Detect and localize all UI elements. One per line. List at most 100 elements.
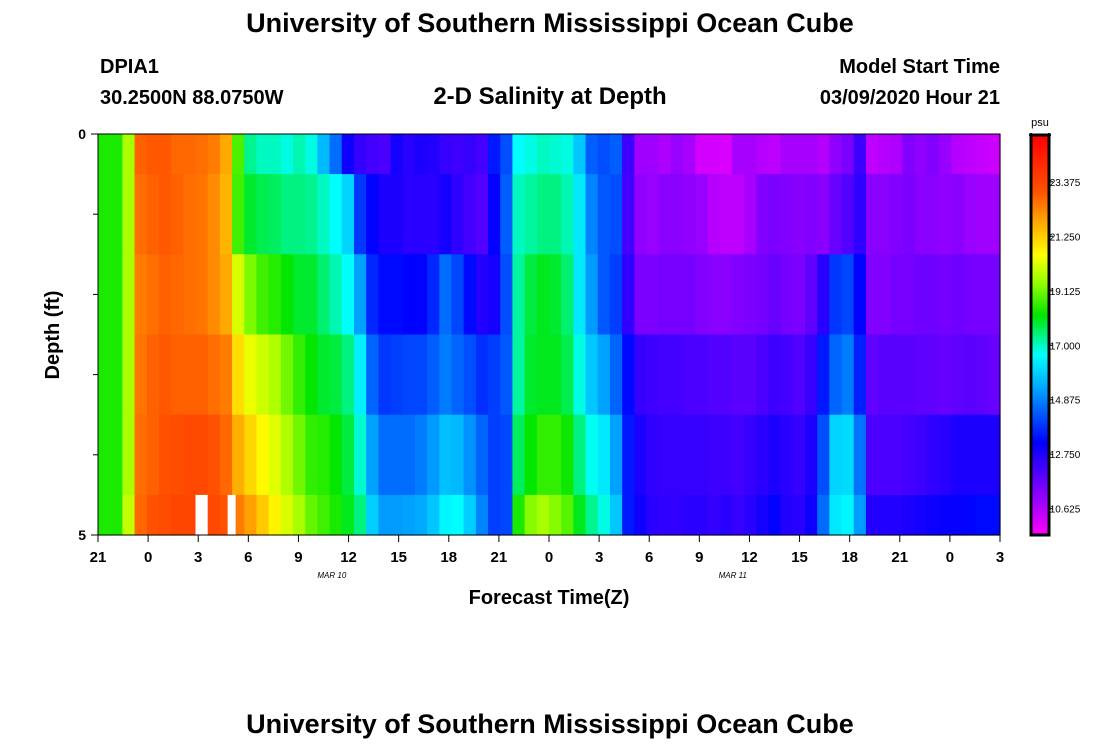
heatmap-cell [841, 334, 855, 416]
heatmap-cell [305, 414, 319, 496]
heatmap-cell [366, 254, 379, 336]
heatmap-cell [634, 134, 648, 175]
heatmap-cell [378, 254, 392, 336]
heatmap-cell [817, 134, 830, 175]
heatmap-cell [378, 494, 392, 536]
heatmap-cell [792, 414, 806, 496]
heatmap-cell [951, 134, 965, 175]
heatmap-cell [549, 414, 562, 496]
heatmap-cell [134, 254, 148, 336]
heatmap-cell [110, 334, 123, 416]
heatmap-cell [939, 174, 952, 255]
heatmap-cell [171, 174, 184, 255]
heatmap-cell [463, 414, 477, 496]
heatmap-cell [134, 414, 148, 496]
x-tick-label: 12 [340, 549, 357, 566]
heatmap-cell [597, 174, 611, 255]
heatmap-cell [536, 414, 550, 496]
heatmap-cell [853, 174, 867, 255]
heatmap-cell [268, 494, 282, 536]
heatmap-cell [731, 414, 745, 496]
heatmap-cell [414, 334, 428, 416]
heatmap-cell [865, 174, 879, 255]
heatmap-cell [171, 134, 184, 175]
heatmap-cell [268, 134, 282, 175]
heatmap-cell [256, 494, 270, 536]
heatmap-cell [256, 134, 270, 175]
heatmap-cell [183, 494, 197, 536]
heatmap-cell [780, 134, 794, 175]
heatmap-cell [366, 334, 379, 416]
heatmap-cell [183, 174, 197, 255]
heatmap-cell [158, 134, 172, 175]
heatmap-cell [890, 134, 904, 175]
heatmap-cell [378, 414, 392, 496]
heatmap-cell [219, 254, 233, 336]
heatmap-cell [878, 414, 891, 496]
x-tick-label: 21 [491, 549, 508, 566]
heatmap-cell [329, 414, 343, 496]
heatmap-cell [195, 254, 209, 336]
heatmap-cell [475, 174, 489, 255]
heatmap-cell [256, 414, 270, 496]
heatmap-cell [98, 174, 111, 255]
heatmap-cell [219, 414, 233, 496]
heatmap-cell [536, 174, 550, 255]
heatmap-cell [110, 174, 123, 255]
heatmap-cell [902, 414, 916, 496]
heatmap-cell [658, 254, 672, 336]
heatmap-cell [670, 334, 684, 416]
heatmap-cell [122, 494, 136, 536]
heatmap-cell [524, 254, 538, 336]
heatmap-cell [98, 494, 111, 536]
heatmap-cell [317, 254, 331, 336]
heatmap-cell [865, 414, 879, 496]
heatmap-cell [914, 494, 928, 536]
heatmap-cell [207, 334, 221, 416]
heatmap-cell [878, 254, 891, 336]
heatmap-cell [768, 414, 782, 496]
heatmap-cell [427, 254, 440, 336]
heatmap-cell [585, 254, 599, 336]
heatmap-cell [524, 134, 538, 175]
heatmap-cell [232, 334, 245, 416]
heatmap-cell [317, 494, 331, 536]
heatmap-cell [829, 254, 843, 336]
heatmap-cell [939, 134, 952, 175]
heatmap-cell [987, 254, 1001, 336]
heatmap-cell [427, 334, 440, 416]
heatmap-cell [939, 494, 952, 536]
heatmap-cell [609, 494, 623, 536]
colorbar: psu 10.625 12.750 14.875 17.000 19.125 21.250 2… [1029, 117, 1081, 537]
heatmap-cell [512, 254, 526, 336]
heatmap-cell [317, 414, 331, 496]
heatmap-cell [792, 134, 806, 175]
heatmap-cell [463, 334, 477, 416]
y-axis: 05 [78, 126, 98, 543]
x-axis-label: Forecast Time(Z) [469, 587, 630, 609]
heatmap-cell [585, 494, 599, 536]
heatmap-cell [451, 254, 465, 336]
heatmap-cell [768, 254, 782, 336]
heatmap-cell [963, 494, 977, 536]
heatmap-cell [488, 254, 501, 336]
heatmap-cell [183, 334, 197, 416]
heatmap-cell [463, 134, 477, 175]
heatmap-cell [829, 134, 843, 175]
heatmap-cell [744, 414, 757, 496]
heatmap-cell [561, 334, 574, 416]
heatmap-cell [634, 174, 648, 255]
heatmap-cell [280, 494, 294, 536]
heatmap-cell [414, 174, 428, 255]
date-label: MAR 11 [719, 571, 747, 580]
heatmap-cell [768, 174, 782, 255]
heatmap-cell [939, 334, 952, 416]
station-coords: 30.2500N 88.0750W [100, 87, 284, 109]
heatmap-cell [390, 134, 404, 175]
heatmap-cell [463, 494, 477, 536]
heatmap-cell [98, 134, 111, 175]
x-tick-label: 15 [390, 549, 407, 566]
missing-data-marker-group [227, 494, 236, 535]
heatmap-cell [926, 334, 940, 416]
heatmap-cell [890, 254, 904, 336]
